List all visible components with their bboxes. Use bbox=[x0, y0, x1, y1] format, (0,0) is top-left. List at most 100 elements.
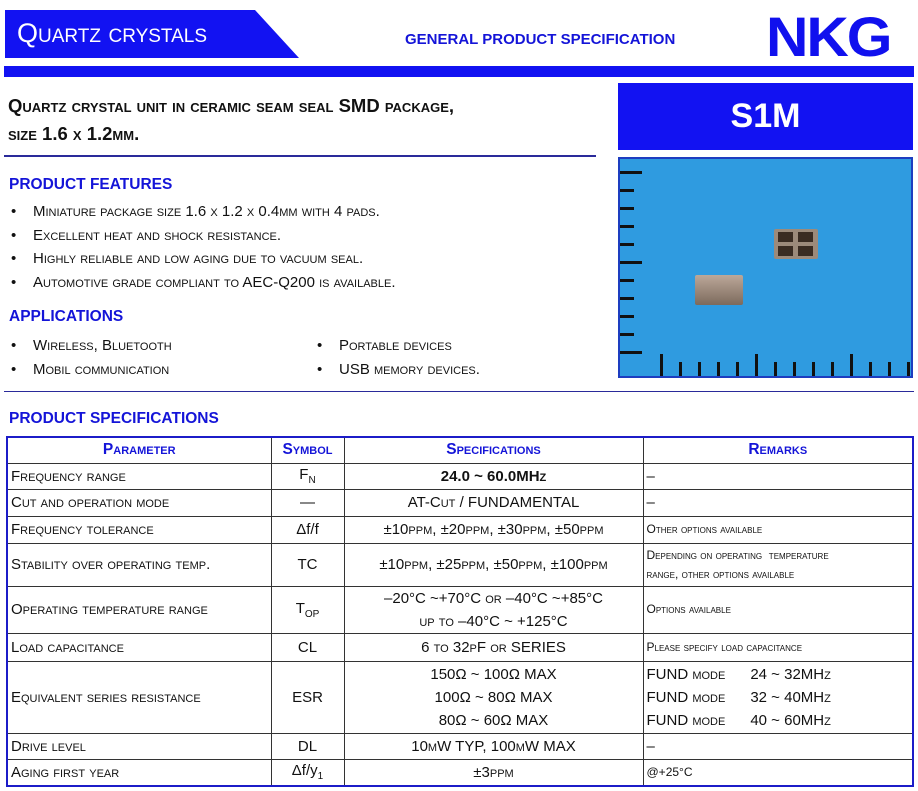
title-line: size 1.6 x 1.2mm. bbox=[8, 123, 140, 144]
crystal-chip-bottom bbox=[774, 229, 818, 259]
table-row: Equivalent series resistance ESR 150Ω ~ 10… bbox=[6, 660, 914, 734]
symbol: DL bbox=[297, 737, 318, 755]
header-divider bbox=[4, 66, 914, 77]
spec-cell: ±10ppm, ±20ppm, ±30ppm, ±50ppm bbox=[343, 515, 644, 544]
chip-pad bbox=[778, 232, 793, 242]
applications-heading: APPLICATIONS bbox=[9, 308, 124, 325]
spec-value: 24.0 ~ 60.0MHz bbox=[440, 467, 547, 485]
nkg-logo: NKG bbox=[766, 5, 892, 68]
crystal-chip-top bbox=[695, 275, 743, 305]
remark-text: @+25°C bbox=[646, 764, 693, 779]
symbol-cell: FN bbox=[270, 462, 345, 490]
symbol: Δf/f bbox=[296, 521, 319, 538]
product-photo bbox=[618, 157, 913, 378]
specifications-table: Parameter Symbol Specifications Remarks Fre… bbox=[6, 436, 914, 787]
category-banner: Quartz crystals bbox=[5, 10, 299, 58]
symbol-cell: DL bbox=[270, 732, 345, 760]
title-line: Quartz crystal unit in ceramic seam seal… bbox=[8, 95, 455, 116]
ruler-tick bbox=[620, 189, 634, 192]
parameter-cell: Aging first year bbox=[6, 758, 272, 787]
symbol-cell: Δf/f bbox=[270, 515, 345, 544]
parameter-cell: Cut and operation mode bbox=[6, 488, 272, 517]
symbol: — bbox=[300, 494, 315, 511]
table-row: Frequency range FN 24.0 ~ 60.0MHz – bbox=[6, 462, 914, 490]
spec-value: 6 to 32pF or SERIES bbox=[421, 638, 566, 656]
model-badge: S1M bbox=[618, 83, 913, 150]
ruler-tick bbox=[755, 354, 758, 376]
features-list: Miniature package size 1.6 x 1.2 x 0.4mm… bbox=[8, 203, 396, 297]
remarks-cell: – bbox=[642, 488, 914, 517]
ruler-tick bbox=[736, 362, 739, 376]
ruler-tick bbox=[869, 362, 872, 376]
ruler-tick bbox=[620, 333, 634, 336]
spec-cell: 10µW TYP, 100µW MAX bbox=[343, 732, 644, 760]
ruler-tick bbox=[907, 362, 910, 376]
ruler-tick bbox=[620, 225, 634, 228]
chip-pad bbox=[798, 232, 813, 242]
table-row: Operating temperature range TOP –20°C ~+70… bbox=[6, 585, 914, 634]
symbol: TC bbox=[297, 556, 318, 573]
parameter-cell: Operating temperature range bbox=[6, 585, 272, 634]
parameter-cell: Load capacitance bbox=[6, 632, 272, 662]
feature-item: Excellent heat and shock resistance. bbox=[8, 227, 396, 251]
ruler-tick bbox=[620, 171, 642, 174]
remarks-cell: – bbox=[642, 732, 914, 760]
feature-item: Miniature package size 1.6 x 1.2 x 0.4mm… bbox=[8, 203, 396, 227]
spec-value: AT-Cut / FUNDAMENTAL bbox=[407, 494, 580, 511]
spec-value: 10µW TYP, 100µW MAX bbox=[411, 737, 576, 755]
spec-cell: ±10ppm, ±25ppm, ±50ppm, ±100ppm bbox=[343, 542, 644, 587]
application-item: Wireless, Bluetooth bbox=[8, 337, 172, 361]
remark-text: Other options available bbox=[646, 522, 763, 536]
symbol-subscript: N bbox=[308, 475, 316, 486]
spec-value: 80Ω ~ 60Ω MAX bbox=[438, 711, 549, 729]
symbol: F bbox=[299, 466, 309, 483]
remark-text: Depending on operating temperature bbox=[646, 547, 829, 562]
ruler-tick bbox=[850, 354, 853, 376]
column-header: Remarks bbox=[642, 436, 914, 464]
remark-text: – bbox=[646, 467, 655, 485]
spec-value: up to –40°C ~ +125°C bbox=[419, 612, 568, 630]
category-label: Quartz crystals bbox=[17, 18, 208, 48]
chip-pad bbox=[798, 246, 813, 256]
ruler-tick bbox=[679, 362, 682, 376]
ruler-tick bbox=[620, 243, 634, 246]
spec-cell: ±3ppm bbox=[343, 758, 644, 787]
parameter-cell: Frequency tolerance bbox=[6, 515, 272, 544]
application-item: Portable devices bbox=[314, 337, 480, 361]
symbol-subscript: 1 bbox=[317, 771, 324, 783]
remark-text: Please specify load capacitance bbox=[646, 639, 803, 654]
symbol-cell: — bbox=[270, 488, 345, 517]
spec-value: 150Ω ~ 100Ω MAX bbox=[430, 665, 557, 683]
ruler-tick bbox=[620, 297, 634, 300]
column-header: Symbol bbox=[270, 436, 345, 464]
spec-value: –20°C ~+70°C or –40°C ~+85°C bbox=[384, 589, 603, 607]
ruler-tick bbox=[620, 279, 634, 282]
ruler-tick bbox=[620, 261, 642, 264]
remark-text: – bbox=[646, 737, 655, 755]
column-header: Parameter bbox=[6, 436, 272, 464]
table-row: Aging first year Δf/y1 ±3ppm @+25°C bbox=[6, 758, 914, 787]
product-title: Quartz crystal unit in ceramic seam seal… bbox=[8, 92, 608, 148]
spec-value: ±10ppm, ±25ppm, ±50ppm, ±100ppm bbox=[379, 556, 608, 573]
ruler-tick bbox=[888, 362, 891, 376]
symbol-cell: TOP bbox=[270, 585, 345, 634]
ruler-tick bbox=[660, 354, 663, 376]
spec-cell: AT-Cut / FUNDAMENTAL bbox=[343, 488, 644, 517]
document-subtitle: GENERAL PRODUCT SPECIFICATION bbox=[405, 31, 676, 48]
ruler-tick bbox=[698, 362, 701, 376]
remarks-cell: Depending on operating temperature range,… bbox=[642, 542, 914, 587]
application-item: Mobil communication bbox=[8, 361, 172, 385]
application-item: USB memory devices. bbox=[314, 361, 480, 385]
ruler-tick bbox=[717, 362, 720, 376]
table-row: Stability over operating temp. TC ±10ppm, … bbox=[6, 542, 914, 587]
remarks-cell: Please specify load capacitance bbox=[642, 632, 914, 662]
remark-text: FUND mode 24 ~ 32MHz bbox=[646, 665, 831, 683]
feature-item: Automotive grade compliant to AEC-Q200 i… bbox=[8, 274, 396, 298]
symbol-cell: ESR bbox=[270, 660, 345, 734]
table-row: Frequency tolerance Δf/f ±10ppm, ±20ppm, ±… bbox=[6, 515, 914, 544]
table-row: Load capacitance CL 6 to 32pF or SERIES Ple… bbox=[6, 632, 914, 662]
parameter-cell: Equivalent series resistance bbox=[6, 660, 272, 734]
table-row: Drive level DL 10µW TYP, 100µW MAX – bbox=[6, 732, 914, 760]
features-heading: PRODUCT FEATURES bbox=[9, 176, 173, 193]
parameter-cell: Frequency range bbox=[6, 462, 272, 490]
